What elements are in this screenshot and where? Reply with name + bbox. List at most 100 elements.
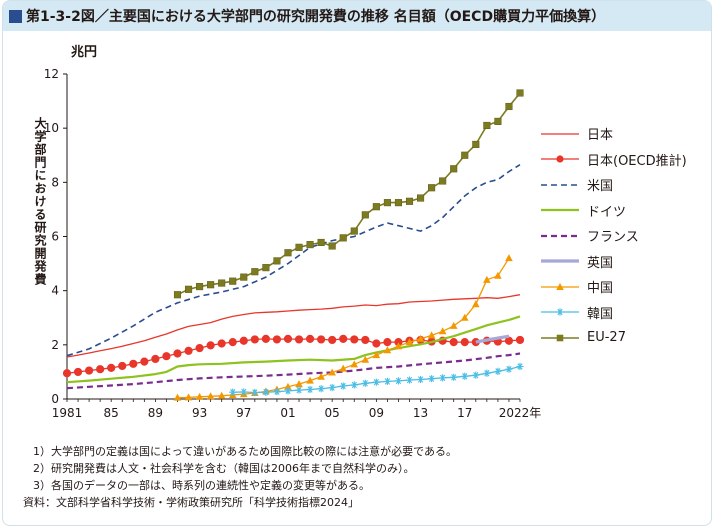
series-7-point (416, 375, 425, 384)
x-tick-label: 17 (457, 406, 472, 420)
series-6-point (361, 355, 370, 363)
series-1-point (294, 335, 304, 344)
series-7-point (450, 373, 458, 381)
series-1-point (173, 349, 182, 358)
series-6-point (449, 321, 458, 329)
series-8-point (196, 283, 204, 291)
y-tick-label: 10 (44, 121, 59, 135)
series-7-point (339, 382, 347, 390)
series-1-point (118, 361, 127, 371)
series-7-point (273, 388, 281, 396)
x-tick-label: 2022年 (499, 406, 542, 420)
y-tick-label: 2 (51, 338, 59, 352)
legend-item: ドイツ (539, 198, 687, 224)
series-6-point (405, 338, 414, 346)
legend-swatch-marker (556, 155, 564, 163)
title-bar: 第1-3-2図／主要国における大学部門の研究開発費の推移 名目額（OECD購買力… (3, 1, 711, 31)
series-8-point (428, 184, 436, 192)
legend-label: EU-27 (587, 330, 626, 346)
series-7-point (516, 362, 524, 371)
series-1-point (107, 363, 116, 372)
figure-title: 第1-3-2図／主要国における大学部門の研究開発費の推移 名目額（OECD購買力… (26, 9, 606, 25)
legend-item: 韓国 (539, 300, 687, 326)
series-1-point (151, 354, 160, 364)
series-7-point (372, 378, 380, 386)
series-1-point (228, 338, 237, 347)
series-1-point (217, 339, 226, 348)
series-8-point (339, 234, 347, 242)
y-tick-label: 6 (51, 230, 59, 244)
series-7-point (505, 365, 513, 373)
legend-item: 米国 (539, 172, 687, 198)
series-6-point (372, 351, 381, 359)
series-3-line (66, 315, 521, 384)
series-8-point (262, 264, 270, 272)
legend-swatch (541, 282, 579, 290)
series-6-point (173, 393, 182, 401)
line-chart: 0 2 4 6 8 10 12 1981 85 89 93 97 01 05 09 13 17 2022年 (44, 67, 542, 420)
series-1-point (206, 341, 215, 350)
series-1-point (250, 335, 259, 344)
x-tick-label: 97 (236, 406, 251, 420)
series-6-point (483, 275, 491, 283)
legend-label: 日本 (587, 128, 614, 144)
legend-label: ドイツ (587, 204, 627, 220)
series-6-point (206, 392, 215, 400)
series-7-point (306, 385, 314, 394)
series-5-line (475, 334, 510, 344)
series-1-point (383, 338, 392, 347)
series-7-point (383, 377, 392, 385)
series-8-point (251, 268, 259, 276)
series-1-point (184, 346, 193, 355)
series-1-point (339, 334, 348, 343)
series-8-point (306, 241, 314, 249)
note-3: 3）各国のデータの一部は、時系列の連続性や定義の変更等がある。 (33, 479, 370, 492)
x-tick-label: 13 (413, 406, 428, 420)
series-1-point (73, 367, 83, 377)
series-8-point (472, 140, 480, 148)
series-1-point (317, 335, 326, 344)
series-6-point (328, 368, 336, 376)
legend-item: フランス (539, 223, 687, 249)
series-1-point (460, 338, 469, 347)
legend-swatch (541, 334, 579, 342)
series-6-point (317, 372, 325, 380)
series-8-point (516, 89, 524, 97)
series-8-point (450, 165, 458, 173)
series-6-point (416, 334, 425, 342)
series-1-point (283, 334, 293, 343)
legend-swatch (541, 155, 579, 163)
series-1-point (372, 339, 381, 348)
series-6-point (472, 300, 480, 308)
series-7-point (361, 379, 369, 387)
series-6-point (394, 342, 403, 350)
title-square-icon (9, 9, 22, 23)
series-1-point (449, 338, 458, 347)
series-8-point (383, 199, 391, 207)
legend-item: EU-27 (539, 325, 687, 351)
series-8-point (405, 197, 414, 205)
notes-block: 1）大学部門の定義は国によって違いがあるため国際比較の際には注意が必要である。 … (23, 443, 458, 511)
series-6-point (427, 331, 436, 339)
series-7-point (439, 374, 447, 382)
legend-label: 韓国 (587, 306, 614, 322)
series-8-point (207, 281, 215, 289)
series-7-point (262, 388, 270, 396)
series-1-point (361, 335, 370, 345)
series-6-point (339, 364, 348, 372)
y-tick-label: 12 (44, 67, 59, 81)
series-1-point (84, 366, 94, 375)
series-6-point (184, 393, 193, 401)
series-7-point (461, 372, 469, 380)
series-8-point (394, 199, 403, 207)
legend-swatch (541, 133, 579, 135)
note-1: 1）大学部門の定義は国によって違いがあるため国際比較の際には注意が必要である。 (33, 445, 458, 458)
series-8-point (317, 238, 325, 247)
series-7-point (328, 384, 336, 392)
legend-item: 中国 (539, 274, 687, 300)
series-8-point (184, 285, 193, 293)
series-1-point (328, 335, 337, 345)
series-8-point (350, 227, 358, 235)
series-8-point (483, 121, 491, 130)
series-7-point (472, 371, 480, 379)
